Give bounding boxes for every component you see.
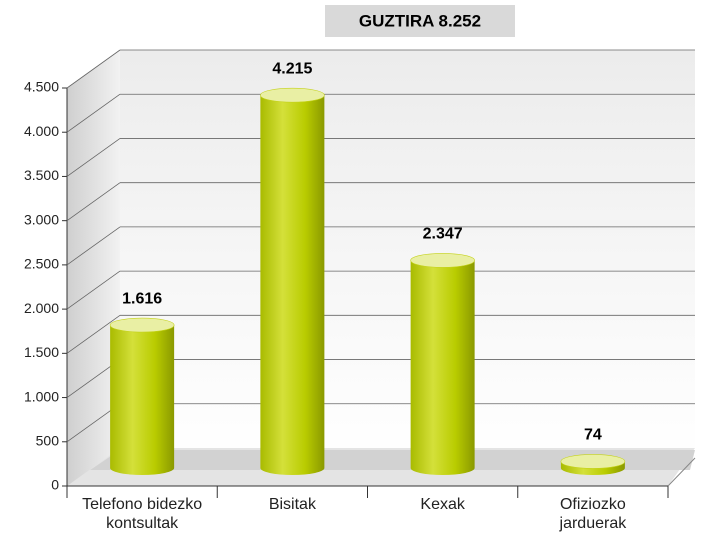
bar (260, 95, 325, 476)
grid-line (66, 93, 121, 133)
grid-line (66, 182, 121, 221)
y-tick-label: 3.000 (24, 211, 59, 227)
chart-title: GUZTIRA 8.252 (359, 11, 481, 30)
y-tick-label: 1.000 (24, 388, 59, 404)
bar-top (410, 253, 475, 268)
back-wall (120, 50, 695, 458)
side-wall (67, 50, 120, 486)
grid-line (66, 226, 121, 266)
y-tick-label: 4.500 (24, 79, 59, 95)
grid-line (66, 49, 121, 89)
y-tick-label: 2.500 (24, 256, 59, 272)
title-box (325, 5, 515, 37)
value-label: 74 (584, 427, 602, 444)
bar-top (560, 454, 626, 469)
y-tick-label: 1.500 (24, 344, 59, 360)
bar (410, 260, 475, 476)
grid-line (66, 270, 121, 310)
grid-line (66, 138, 121, 177)
x-tick-label: Kexak (420, 496, 465, 513)
value-label: 4.215 (272, 60, 312, 77)
y-tick-label: 0 (51, 477, 59, 493)
bar-top (260, 87, 325, 103)
x-tick-label: Telefono bidezko kontsultak (82, 496, 203, 532)
x-tick-label: Ofiziozko jarduerak (559, 496, 627, 532)
floor-edge (667, 457, 696, 487)
bar (110, 325, 175, 476)
y-tick-label: 500 (36, 432, 60, 448)
y-tick-label: 4.000 (24, 123, 59, 139)
bar-top (109, 317, 175, 333)
grid-line (66, 315, 121, 354)
value-label: 2.347 (423, 226, 463, 243)
x-tick-label: Bisitak (268, 496, 316, 513)
value-label: 1.616 (122, 290, 162, 307)
y-tick-label: 2.000 (24, 300, 59, 316)
y-tick-label: 3.500 (24, 167, 59, 183)
floor-strip (90, 450, 695, 470)
